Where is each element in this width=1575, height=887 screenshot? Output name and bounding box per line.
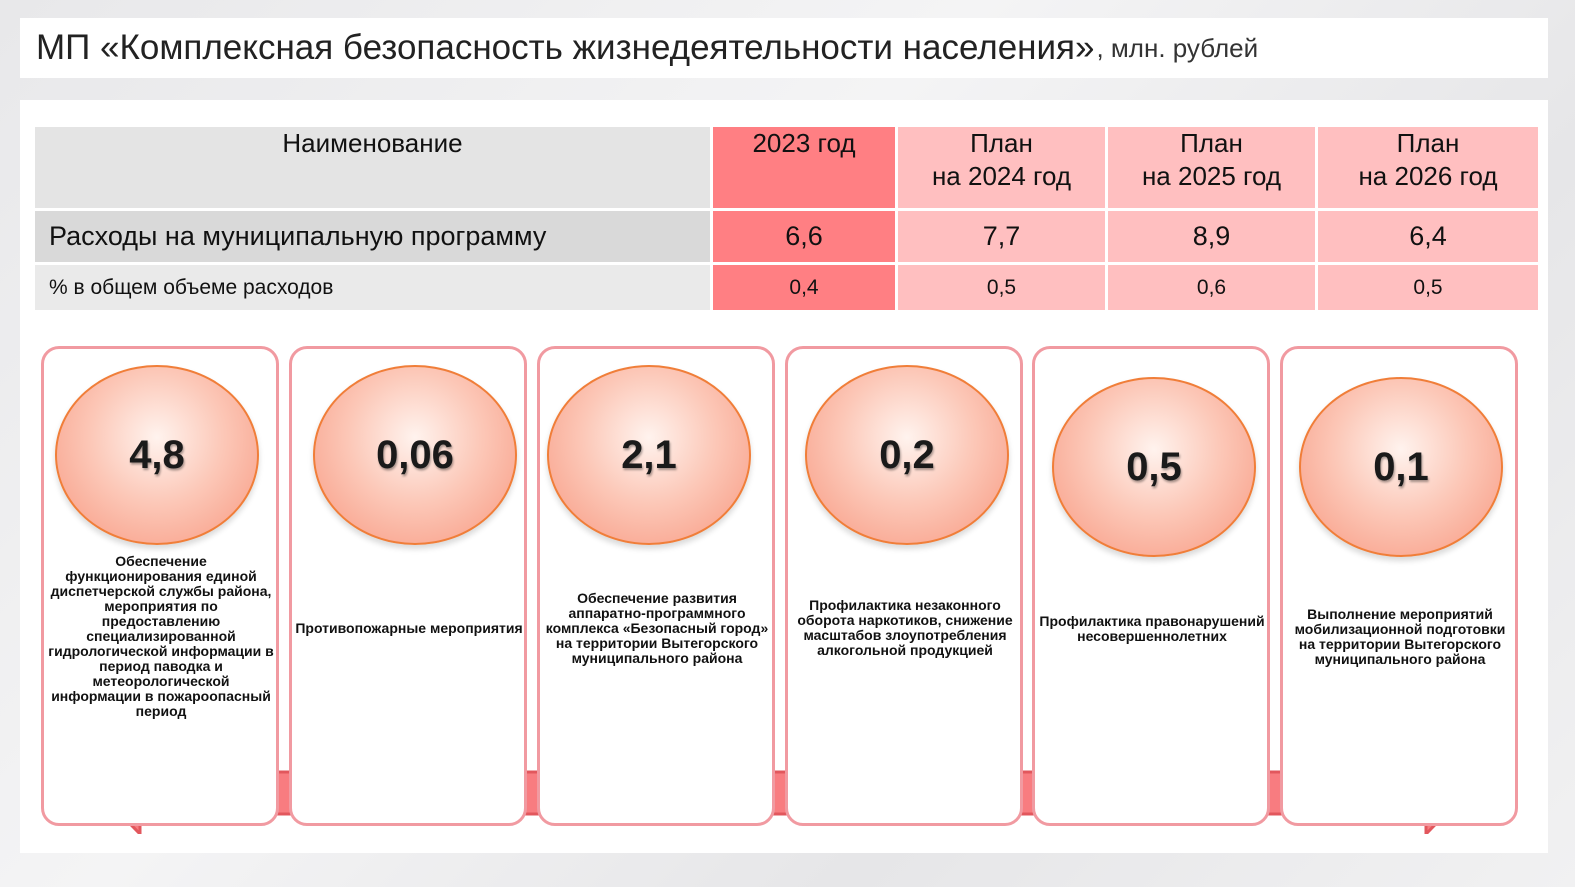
- row-percent-label: % в общем объеме расходов: [32, 262, 713, 313]
- row-expenses-label: Расходы на муниципальную программу: [32, 208, 713, 265]
- amount-bubble: 0,1: [1299, 377, 1503, 557]
- amount-value: 0,06: [376, 432, 454, 477]
- amount-bubble: 2,1: [547, 365, 751, 545]
- program-card-2: 0,06 Противопожарные мероприятия: [289, 346, 527, 826]
- program-card-6: 0,1 Выполнение мероприятий мобилизационн…: [1280, 346, 1518, 826]
- header-plan-2025: План на 2025 год: [1105, 124, 1318, 211]
- program-card-4: 0,2 Профилактика незаконного оборота нар…: [785, 346, 1023, 826]
- cell-expenses-2026: 6,4: [1315, 208, 1541, 265]
- card-description: Противопожарные мероприятия: [295, 620, 523, 636]
- header-2023: 2023 год: [710, 124, 898, 211]
- header-plan-2025-line1: План: [1180, 128, 1243, 158]
- amount-value: 0,5: [1126, 444, 1182, 489]
- program-card-5: 0,5 Профилактика правонарушений несоверш…: [1032, 346, 1270, 826]
- cell-percent-2024: 0,5: [895, 262, 1108, 313]
- header-plan-2026-line1: План: [1396, 128, 1460, 158]
- header-plan-2026-line2: на 2026 год: [1358, 161, 1498, 191]
- cell-percent-2026: 0,5: [1315, 262, 1541, 313]
- header-plan-2024-line1: План: [970, 128, 1033, 158]
- card-description: Обеспечение развития аппаратно-программн…: [545, 590, 769, 666]
- cell-expenses-2025: 8,9: [1105, 208, 1318, 265]
- budget-table: Наименование 2023 год План на 2024 год Пл…: [32, 124, 1541, 313]
- header-name: Наименование: [32, 124, 713, 211]
- page-subtitle-units: , млн. рублей: [1096, 32, 1259, 63]
- content-panel: Наименование 2023 год План на 2024 год Пл…: [20, 100, 1548, 853]
- title-bar: МП «Комплексная безопасность жизнедеятел…: [20, 18, 1548, 78]
- amount-value: 0,1: [1373, 444, 1429, 489]
- cell-percent-2023: 0,4: [710, 262, 898, 313]
- header-plan-2024-line2: на 2024 год: [931, 161, 1072, 191]
- program-card-3: 2,1 Обеспечение развития аппаратно-прогр…: [537, 346, 775, 826]
- amount-value: 4,8: [129, 432, 185, 477]
- header-plan-2026: План на 2026 год: [1315, 124, 1541, 211]
- program-card-1: 4,8 Обеспечение функционирования единой …: [41, 346, 279, 826]
- amount-bubble: 0,06: [313, 365, 517, 545]
- table-header-row: Наименование 2023 год План на 2024 год Пл…: [32, 124, 1541, 211]
- page-title: МП «Комплексная безопасность жизнедеятел…: [36, 28, 1095, 67]
- card-description: Профилактика правонарушений несовершенно…: [1039, 613, 1265, 644]
- header-plan-2025-line2: на 2025 год: [1141, 161, 1282, 191]
- cell-expenses-2024: 7,7: [895, 208, 1108, 265]
- amount-bubble: 0,2: [805, 365, 1009, 545]
- header-plan-2024: План на 2024 год: [895, 124, 1108, 211]
- card-description: Выполнение мероприятий мобилизационной п…: [1294, 606, 1506, 667]
- card-description: Профилактика незаконного оборота наркоти…: [797, 597, 1013, 658]
- amount-value: 2,1: [621, 432, 677, 477]
- cell-expenses-2023: 6,6: [710, 208, 898, 265]
- table-row-percent: % в общем объеме расходов 0,4 0,5 0,6 0,…: [32, 262, 1541, 313]
- amount-bubble: 0,5: [1052, 377, 1256, 557]
- cell-percent-2025: 0,6: [1105, 262, 1318, 313]
- amount-bubble: 4,8: [55, 365, 259, 545]
- card-description: Обеспечение функционирования единой дисп…: [48, 553, 274, 719]
- table-row-expenses: Расходы на муниципальную программу 6,6 7…: [32, 208, 1541, 265]
- amount-value: 0,2: [879, 432, 935, 477]
